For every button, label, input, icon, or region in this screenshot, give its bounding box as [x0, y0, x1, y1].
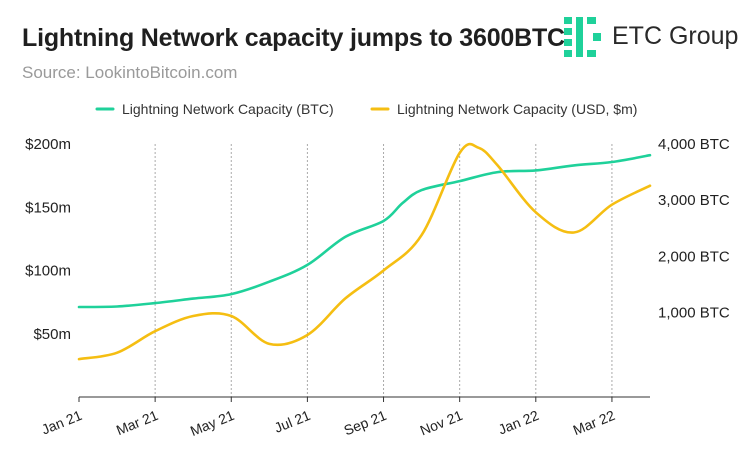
y-right-tick-label: 1,000 BTC	[658, 305, 730, 322]
legend-item-usd-label: Lightning Network Capacity (USD, $m)	[397, 101, 637, 117]
x-tick-label: Jan 21	[39, 407, 84, 438]
y-left-tick-label: $50m	[33, 326, 71, 343]
legend-item-btc-label: Lightning Network Capacity (BTC)	[122, 101, 334, 117]
x-tick-label: Sep 21	[342, 407, 389, 439]
etc-logo-icon	[564, 17, 601, 57]
x-tick-label: Nov 21	[418, 407, 465, 439]
series-line-btc	[77, 153, 652, 309]
etc-group-logo	[564, 17, 601, 57]
chart-subtitle: Source: LookintoBitcoin.com	[22, 63, 238, 82]
y-left-tick-label: $100m	[25, 263, 71, 280]
x-tick-label: Mar 22	[571, 407, 618, 438]
x-tick-label: Mar 21	[114, 407, 161, 438]
logo-text: ETC Group	[612, 22, 739, 50]
y-left-tick-label: $200m	[25, 136, 71, 153]
x-tick-label: Jan 22	[496, 407, 541, 438]
y-left-tick-label: $150m	[25, 199, 71, 216]
series-line-usd	[77, 142, 652, 361]
y-right-tick-label: 3,000 BTC	[658, 192, 730, 209]
x-tick-label: Jul 21	[272, 407, 313, 436]
chart-title: Lightning Network capacity jumps to 3600…	[22, 24, 565, 52]
y-right-tick-label: 4,000 BTC	[658, 136, 730, 153]
x-tick-label: May 21	[188, 407, 237, 439]
y-right-tick-label: 2,000 BTC	[658, 248, 730, 265]
